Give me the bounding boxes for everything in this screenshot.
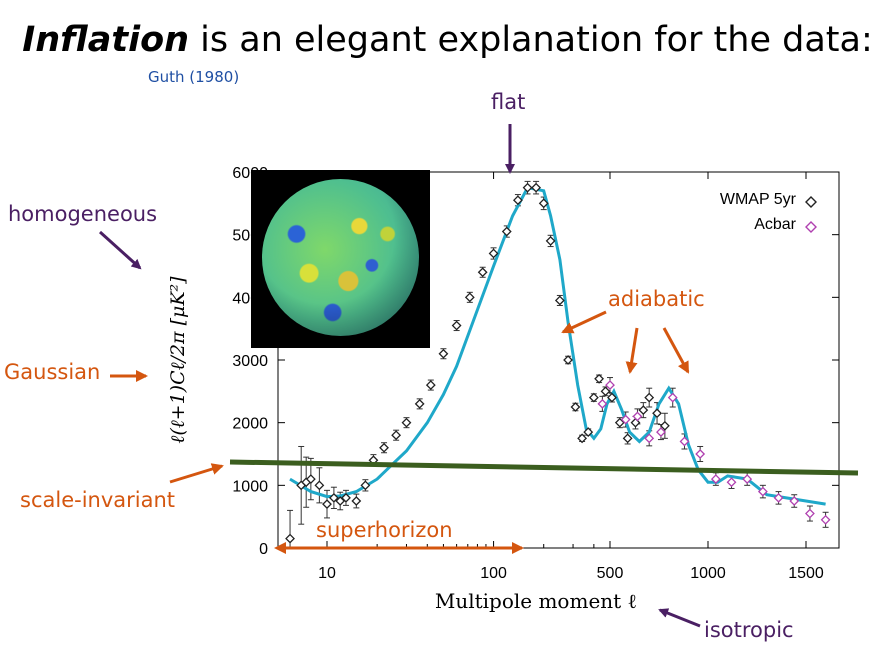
acbar-point bbox=[805, 508, 815, 519]
y-tick-label: 0 bbox=[259, 541, 268, 558]
wmap-point bbox=[614, 417, 625, 428]
adiabatic-arrow-3 bbox=[662, 327, 690, 374]
acbar-point bbox=[726, 477, 737, 488]
x-tick-label: 100 bbox=[480, 565, 507, 582]
x-tick-label: 500 bbox=[597, 565, 624, 582]
wmap-point bbox=[583, 427, 594, 437]
isotropic-arrow bbox=[658, 608, 701, 628]
x-tick-label: 1000 bbox=[690, 565, 726, 582]
wmap-point bbox=[335, 496, 346, 506]
acbar-point bbox=[679, 436, 690, 447]
wmap-point bbox=[512, 195, 523, 206]
wmap-point bbox=[554, 295, 565, 306]
acbar-point bbox=[710, 474, 721, 484]
label-scale-invariant: scale-invariant bbox=[20, 488, 176, 512]
slide-title: Inflation is an elegant explanation for … bbox=[0, 20, 895, 60]
wmap-point bbox=[522, 182, 533, 193]
x-axis-ticks: 10 100 500 1000 1500 bbox=[318, 172, 824, 582]
wmap-point bbox=[600, 386, 611, 397]
acbar-point bbox=[695, 449, 706, 459]
legend-acbar-marker bbox=[805, 221, 817, 233]
acbar-point bbox=[644, 433, 655, 444]
label-adiabatic: adiabatic bbox=[608, 287, 705, 311]
wmap-point bbox=[322, 499, 332, 510]
acbar-point bbox=[820, 514, 831, 525]
acbar-point bbox=[632, 411, 643, 422]
wmap-point bbox=[464, 292, 475, 303]
homogeneous-arrow bbox=[98, 230, 142, 270]
title-emphasis: Inflation bbox=[22, 20, 190, 60]
wmap-point bbox=[285, 533, 295, 544]
wmap-point bbox=[531, 182, 542, 193]
legend-wmap-label: WMAP 5yr bbox=[720, 191, 797, 208]
wmap-point bbox=[451, 320, 462, 331]
wmap-point bbox=[577, 433, 588, 444]
wmap-point bbox=[501, 226, 512, 237]
legend-wmap-marker bbox=[805, 196, 817, 208]
label-homogeneous: homogeneous bbox=[8, 202, 158, 226]
scale-invariant-line bbox=[229, 459, 859, 476]
wmap-point bbox=[545, 236, 556, 246]
acbar-point bbox=[605, 380, 615, 390]
legend-acbar-label: Acbar bbox=[754, 216, 796, 233]
wmap-point bbox=[391, 430, 402, 441]
wmap-point bbox=[477, 267, 488, 278]
acbar-point bbox=[773, 492, 784, 503]
wmap-point bbox=[341, 492, 351, 503]
y-tick-label: 1000 bbox=[232, 478, 268, 495]
adiabatic-arrow-1 bbox=[561, 310, 607, 334]
wmap-point bbox=[638, 405, 649, 416]
wmap-point bbox=[414, 398, 425, 409]
data-points bbox=[285, 182, 831, 544]
label-gaussian: Gaussian bbox=[4, 360, 101, 384]
acbar-point bbox=[656, 427, 666, 437]
wmap-point bbox=[488, 248, 499, 259]
wmap-point bbox=[538, 198, 549, 209]
wmap-point bbox=[659, 420, 670, 431]
label-flat: flat bbox=[491, 90, 526, 114]
acbar-point bbox=[667, 392, 678, 403]
x-axis-label: Multipole moment ℓ bbox=[435, 589, 637, 613]
wmap-point bbox=[644, 392, 655, 403]
cmb-sphere bbox=[262, 179, 419, 336]
wmap-point bbox=[607, 392, 617, 403]
acbar-point bbox=[789, 496, 800, 506]
wmap-point bbox=[305, 474, 316, 484]
acbar-point bbox=[757, 486, 768, 497]
wmap-point bbox=[438, 348, 449, 359]
label-superhorizon: superhorizon bbox=[316, 518, 453, 542]
acbar-point bbox=[620, 414, 631, 425]
wmap-point bbox=[594, 373, 605, 384]
title-rest: is an elegant explanation for the data: bbox=[189, 20, 873, 60]
wmap-point bbox=[622, 433, 633, 444]
wmap-point bbox=[570, 402, 581, 412]
wmap-point bbox=[425, 380, 436, 390]
adiabatic-arrow-2 bbox=[625, 327, 639, 374]
wmap-point bbox=[314, 480, 325, 491]
x-tick-label: 10 bbox=[318, 565, 336, 582]
wmap-point bbox=[563, 355, 573, 365]
scale-invariant-arrow bbox=[169, 463, 224, 484]
y-tick-label: 3000 bbox=[232, 353, 268, 370]
label-isotropic: isotropic bbox=[704, 618, 794, 642]
x-tick-label: 1500 bbox=[788, 565, 824, 582]
wmap-point bbox=[401, 417, 412, 428]
y-axis-label: ℓ(ℓ+1)Cℓ/2π [μK²] bbox=[167, 276, 189, 444]
wmap-point bbox=[328, 492, 339, 503]
wmap-point bbox=[351, 496, 362, 506]
acbar-point bbox=[597, 398, 608, 409]
y-tick-label: 2000 bbox=[232, 416, 268, 433]
acbar-point bbox=[742, 474, 753, 484]
cmb-sky-image bbox=[251, 170, 430, 348]
wmap-point bbox=[379, 442, 389, 453]
wmap-point bbox=[588, 392, 599, 403]
wmap-point bbox=[360, 480, 371, 491]
wmap-point bbox=[652, 408, 662, 419]
citation: Guth (1980) bbox=[148, 68, 240, 86]
